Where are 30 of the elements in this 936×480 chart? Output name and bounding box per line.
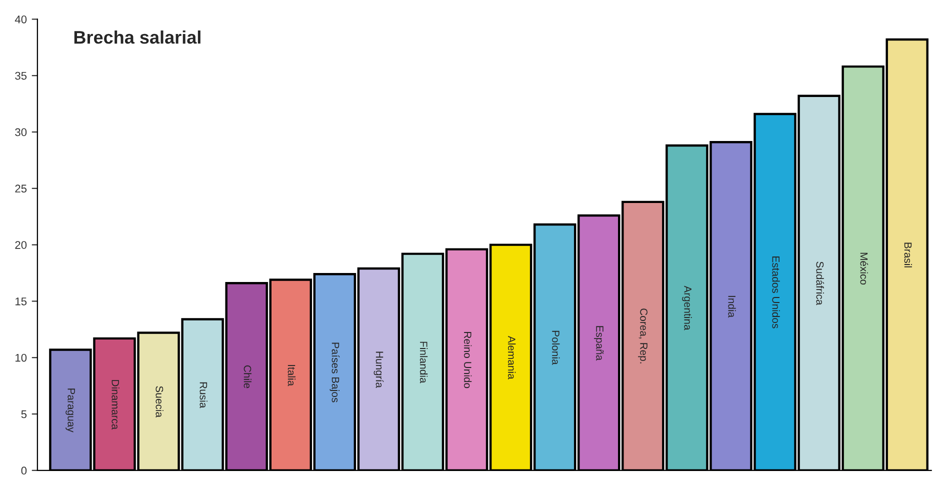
y-tick-label: 25: [15, 184, 27, 193]
x-tick-label: India: [728, 296, 736, 318]
x-tick-label: Brasil: [904, 242, 912, 268]
y-tick-label: 10: [16, 354, 27, 362]
x-tick-label: México: [860, 252, 868, 285]
x-tick-label: Chile: [244, 365, 252, 388]
x-tick-label: Sudáfrica: [816, 262, 824, 306]
x-tick-label: España: [594, 326, 604, 361]
y-tick-label: 35: [15, 72, 27, 80]
x-tick-label: Hungría: [374, 352, 384, 388]
x-tick-label: Países Bajos: [330, 342, 340, 402]
x-tick-label: Polonia: [552, 330, 560, 365]
y-tick-label: 20: [15, 241, 27, 249]
x-tick-label: Alemania: [508, 336, 516, 380]
y-tick-label: 40: [14, 15, 27, 24]
x-tick-label: Italia: [288, 365, 296, 386]
x-tick-label: Finlandia: [420, 342, 428, 384]
y-tick-label: 30: [15, 128, 27, 136]
x-tick-label: Rusia: [200, 382, 208, 408]
y-tick-label: 15: [16, 298, 27, 306]
y-tick-label: 5: [21, 410, 27, 418]
x-tick-label: Reino Unido: [464, 332, 472, 388]
x-tick-label: Corea, Rep.: [638, 308, 648, 364]
x-tick-label: Paraguay: [66, 388, 75, 432]
x-tick-label: Argentina: [682, 286, 692, 330]
x-tick-label: Estados Unidos: [772, 256, 780, 328]
x-tick-label: Dinamarca: [112, 380, 120, 430]
chart-title: Brecha salarial: [74, 30, 200, 44]
x-tick-label: Suecia: [156, 386, 164, 418]
y-tick-label: 0: [21, 466, 27, 475]
